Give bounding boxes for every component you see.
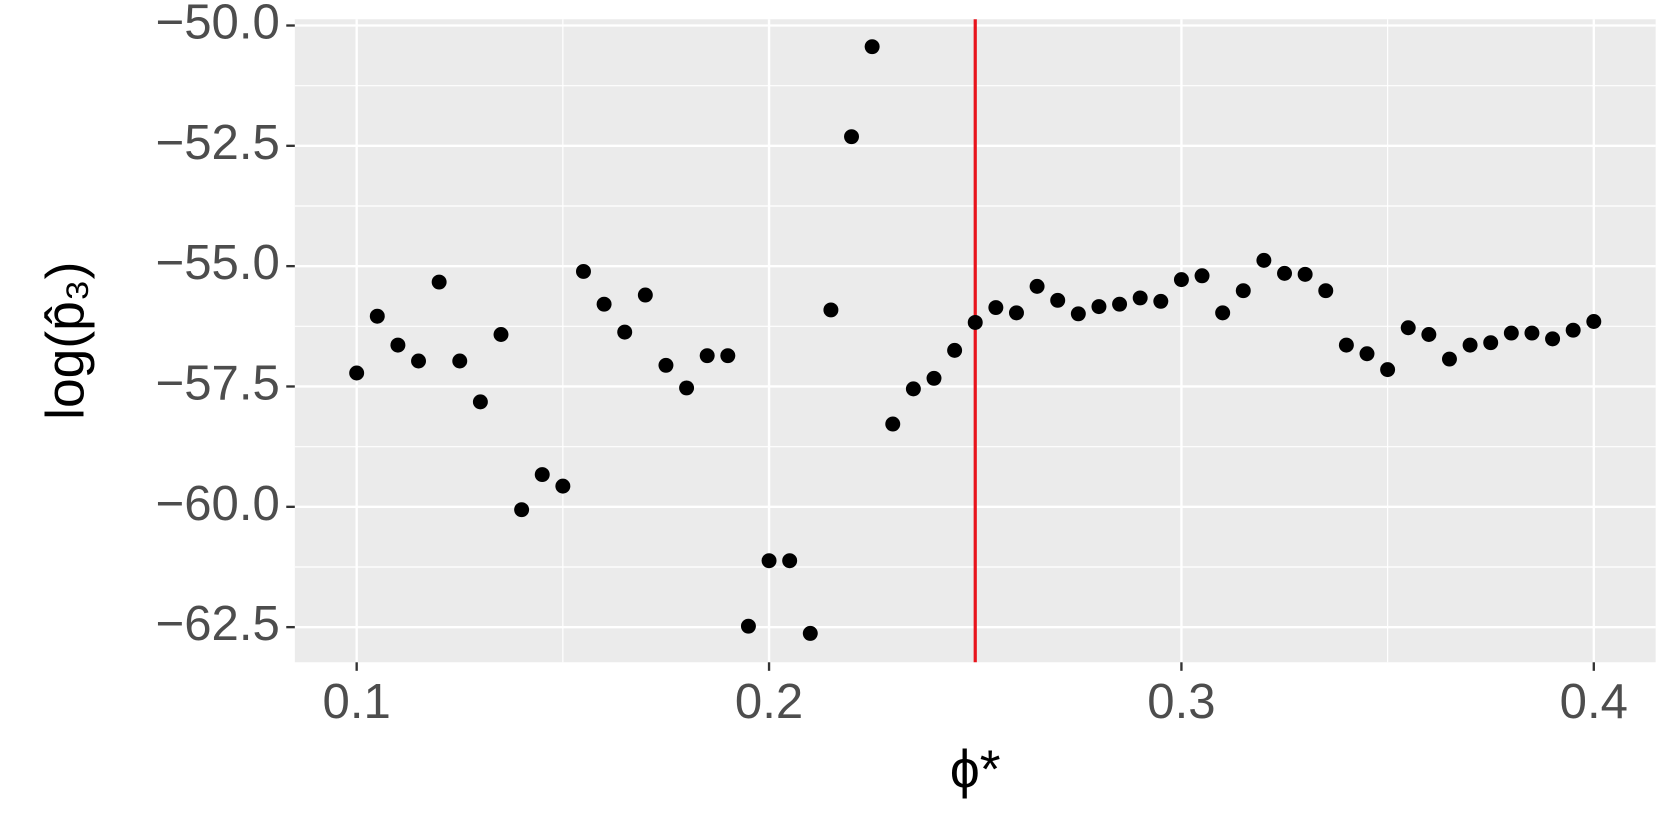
point [1441, 351, 1457, 367]
point [1565, 322, 1581, 338]
point [988, 300, 1004, 316]
point [1256, 252, 1272, 268]
point [493, 327, 509, 342]
point [1029, 278, 1045, 294]
point [576, 263, 591, 279]
point [1173, 272, 1189, 288]
point [1524, 325, 1540, 341]
point [1215, 305, 1231, 321]
point [740, 618, 756, 634]
y-tick-label: −60.0 [156, 477, 280, 531]
x-tick-label: 0.4 [1560, 675, 1628, 729]
point [555, 478, 571, 494]
point [452, 353, 468, 369]
point [349, 365, 365, 381]
point [1112, 296, 1128, 312]
point [1050, 292, 1066, 308]
point [1277, 265, 1292, 281]
point [905, 381, 921, 397]
point [534, 467, 550, 483]
point [1153, 293, 1169, 309]
point [1400, 320, 1416, 336]
point [369, 308, 385, 324]
point [390, 337, 406, 353]
point [1338, 337, 1354, 353]
x-tick-label: 0.2 [735, 675, 803, 729]
point [699, 348, 715, 364]
y-tick-label: −55.0 [156, 236, 280, 290]
point [658, 357, 674, 373]
point [1359, 346, 1375, 362]
point [1483, 335, 1499, 351]
point [1235, 283, 1251, 299]
point [637, 287, 653, 303]
point [1070, 306, 1086, 322]
y-axis-title: log(p̂₃) [37, 262, 96, 420]
point [1586, 314, 1602, 329]
point [864, 39, 880, 55]
point [885, 416, 901, 432]
point [1380, 362, 1396, 378]
point [823, 302, 839, 318]
point [1462, 337, 1478, 353]
point [761, 553, 777, 569]
x-tick-label: 0.3 [1147, 675, 1215, 729]
y-tick-label: −50.0 [156, 0, 280, 49]
point [1008, 305, 1024, 321]
y-tick-label: −62.5 [156, 597, 280, 651]
point [617, 324, 633, 340]
point [679, 380, 695, 396]
point [1421, 327, 1437, 342]
point [431, 274, 447, 290]
x-tick-label: 0.1 [323, 675, 391, 729]
point [1297, 266, 1313, 282]
point [411, 353, 427, 369]
point [802, 625, 818, 641]
y-tick-label: −57.5 [156, 356, 280, 410]
x-axis-title: ϕ* [950, 740, 1001, 799]
point [1545, 331, 1561, 347]
point [472, 394, 488, 410]
point [967, 314, 983, 330]
point [1091, 299, 1107, 315]
y-tick-label: −52.5 [156, 116, 280, 170]
point [1503, 325, 1519, 341]
point [947, 342, 963, 358]
point [514, 502, 530, 518]
point [782, 553, 798, 569]
point [1194, 268, 1210, 284]
point [1318, 283, 1334, 299]
point [720, 348, 736, 364]
point [844, 129, 860, 145]
point [596, 296, 612, 312]
point [1132, 290, 1148, 306]
point [926, 370, 942, 386]
